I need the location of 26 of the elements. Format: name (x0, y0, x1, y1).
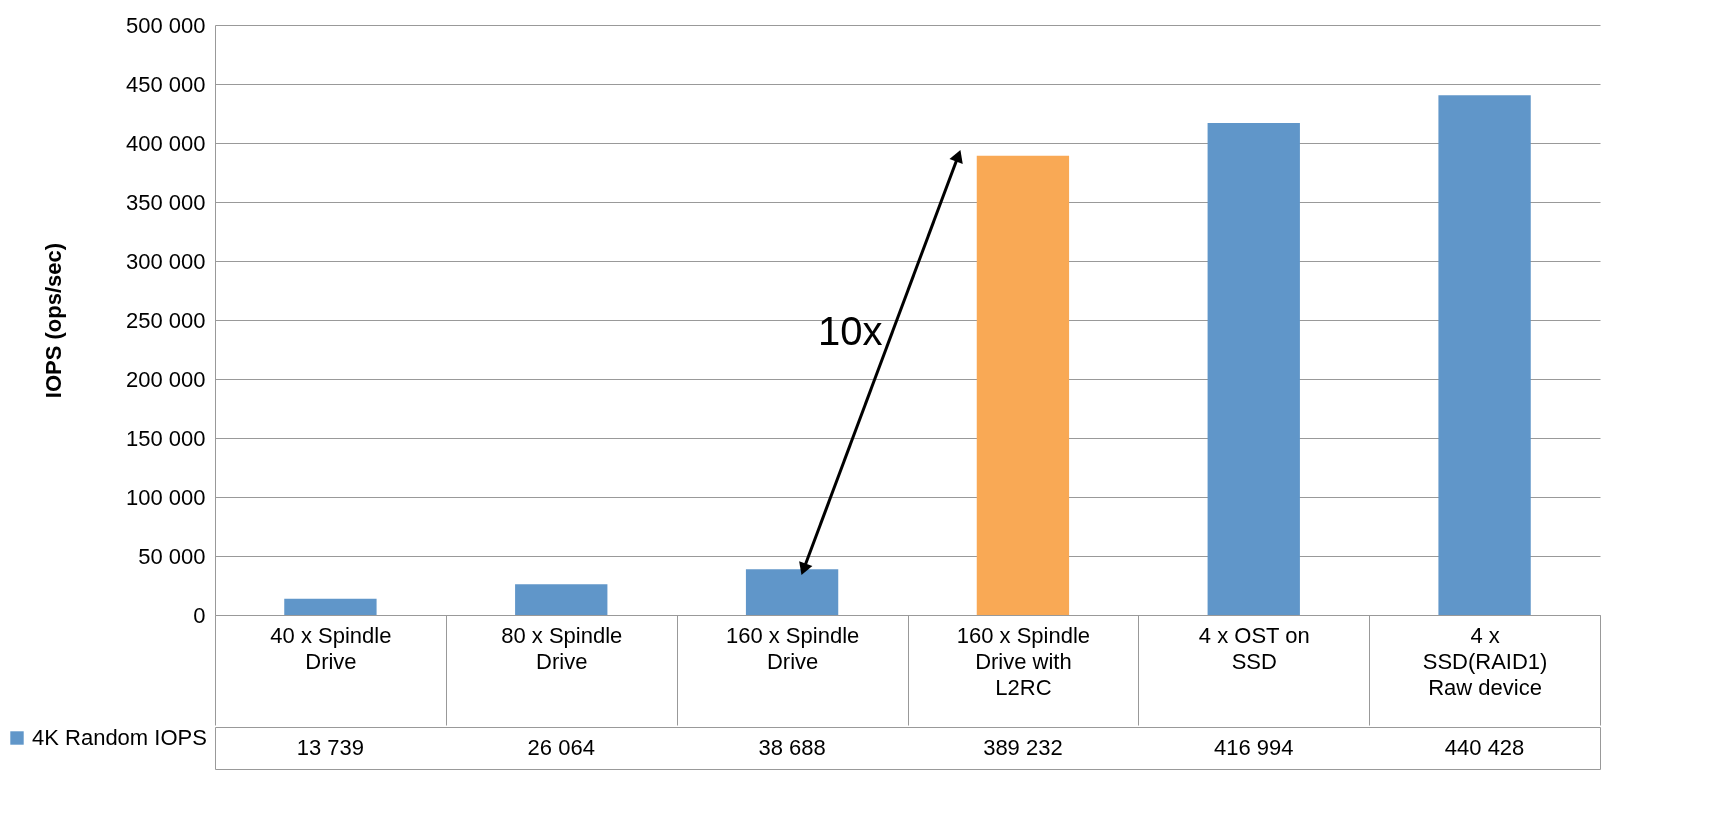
x-tick-label: 160 x Spindle Drive (725, 622, 860, 674)
x-tick-label: 4 x SSD(RAID1) Raw device (1422, 622, 1548, 700)
y-tick-label: 250 000 (125, 307, 206, 333)
y-tick-label: 400 000 (125, 130, 206, 156)
data-label: 416 994 (1213, 735, 1294, 760)
data-label: 38 688 (758, 735, 826, 760)
x-tick-label: 80 x Spindle Drive (501, 622, 623, 674)
y-tick-label: 150 000 (125, 425, 206, 451)
y-tick-label: 100 000 (125, 484, 206, 510)
annotation: 10x (818, 308, 883, 353)
data-label: 440 428 (1444, 735, 1525, 760)
legend-label: 4K Random IOPS (32, 725, 207, 750)
data-label: 13 739 (296, 735, 365, 760)
y-axis-title: IOPS (ops/sec) (40, 242, 66, 399)
y-tick-label: 50 000 (138, 543, 206, 569)
x-tick-label: 160 x Spindle Drive with L2RC (956, 622, 1091, 700)
data-label: 389 232 (983, 735, 1063, 760)
y-tick-label: 0 (193, 602, 206, 628)
y-tick-label: 200 000 (125, 366, 206, 392)
x-tick-label: 40 x Spindle Drive (270, 622, 392, 674)
x-tick-label: 4 x OST on SSD (1198, 622, 1310, 674)
y-tick-label: 350 000 (125, 189, 206, 215)
y-tick-label: 500 000 (125, 12, 206, 38)
y-tick-label: 450 000 (125, 71, 206, 97)
data-label: 26 064 (527, 735, 595, 760)
y-tick-label: 300 000 (125, 248, 206, 274)
